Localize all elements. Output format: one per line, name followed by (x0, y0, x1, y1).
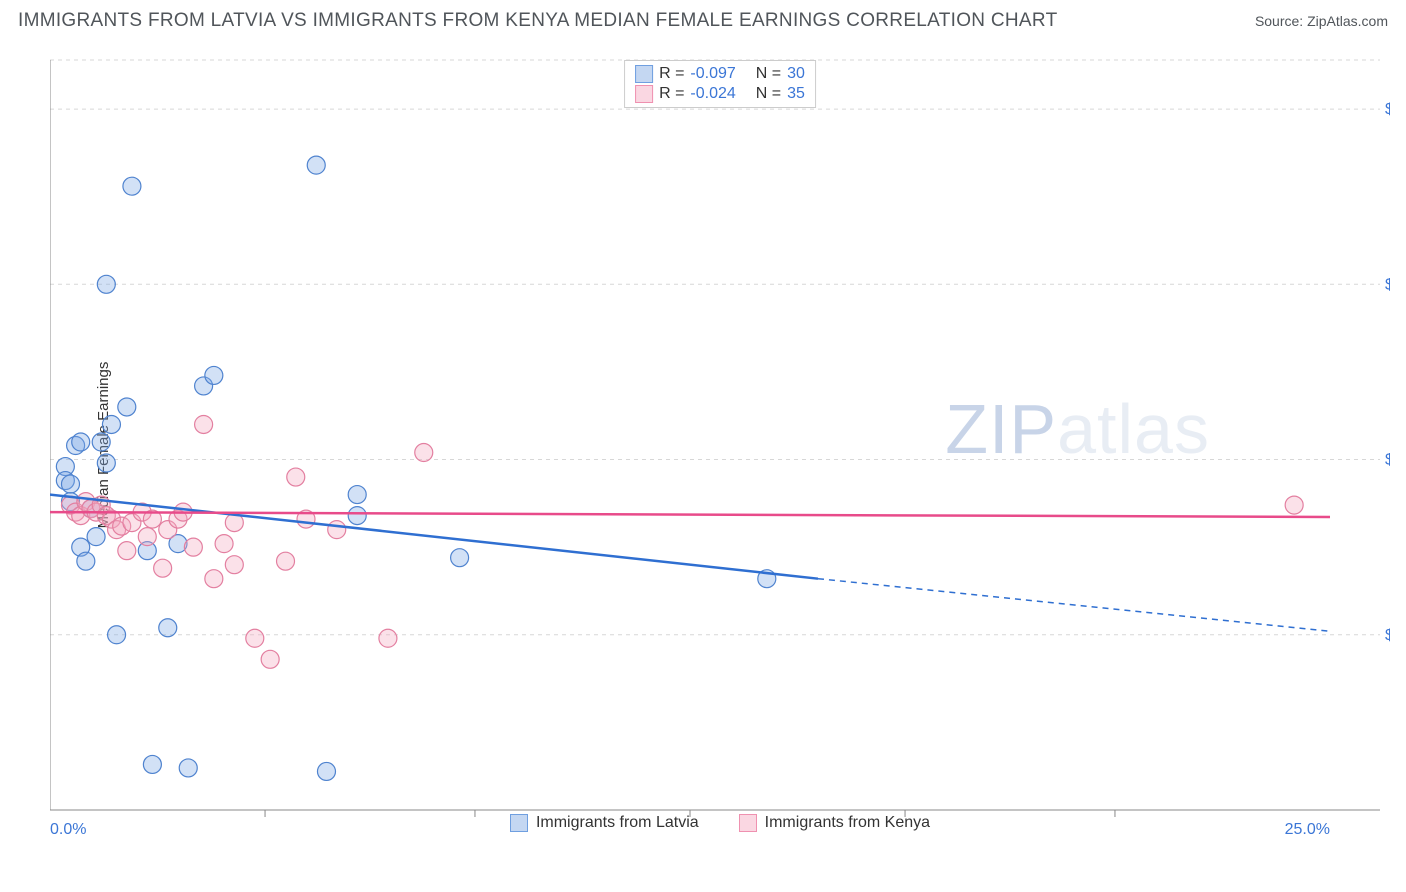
chart-area: Median Female Earnings ZIPatlas $25,000$… (50, 50, 1390, 840)
n-label: N = (756, 85, 781, 103)
svg-text:$25,000: $25,000 (1385, 627, 1390, 644)
correlation-legend: R = -0.097 N = 30 R = -0.024 N = 35 (624, 60, 816, 108)
legend-label: Immigrants from Kenya (765, 814, 930, 832)
source-attribution: Source: ZipAtlas.com (1255, 13, 1388, 29)
r-label: R = (659, 65, 684, 83)
r-value: -0.097 (690, 65, 735, 83)
r-value: -0.024 (690, 85, 735, 103)
chart-title: IMMIGRANTS FROM LATVIA VS IMMIGRANTS FRO… (18, 10, 1058, 32)
n-value: 30 (787, 65, 805, 83)
corr-legend-row: R = -0.024 N = 35 (635, 84, 805, 104)
r-label: R = (659, 85, 684, 103)
legend-item: Immigrants from Kenya (739, 814, 930, 832)
title-bar: IMMIGRANTS FROM LATVIA VS IMMIGRANTS FRO… (0, 0, 1406, 38)
legend-swatch-icon (635, 85, 653, 103)
n-value: 35 (787, 85, 805, 103)
legend-item: Immigrants from Latvia (510, 814, 699, 832)
svg-text:$50,000: $50,000 (1385, 452, 1390, 469)
correlation-scatter-plot: $25,000$50,000$75,000$100,0000.0%25.0% (50, 50, 1390, 840)
legend-swatch-icon (510, 814, 528, 832)
svg-text:$75,000: $75,000 (1385, 276, 1390, 293)
legend-label: Immigrants from Latvia (536, 814, 699, 832)
corr-legend-row: R = -0.097 N = 30 (635, 64, 805, 84)
legend-swatch-icon (739, 814, 757, 832)
n-label: N = (756, 65, 781, 83)
svg-text:$100,000: $100,000 (1385, 101, 1390, 118)
series-legend: Immigrants from Latvia Immigrants from Ke… (50, 814, 1390, 832)
legend-swatch-icon (635, 65, 653, 83)
